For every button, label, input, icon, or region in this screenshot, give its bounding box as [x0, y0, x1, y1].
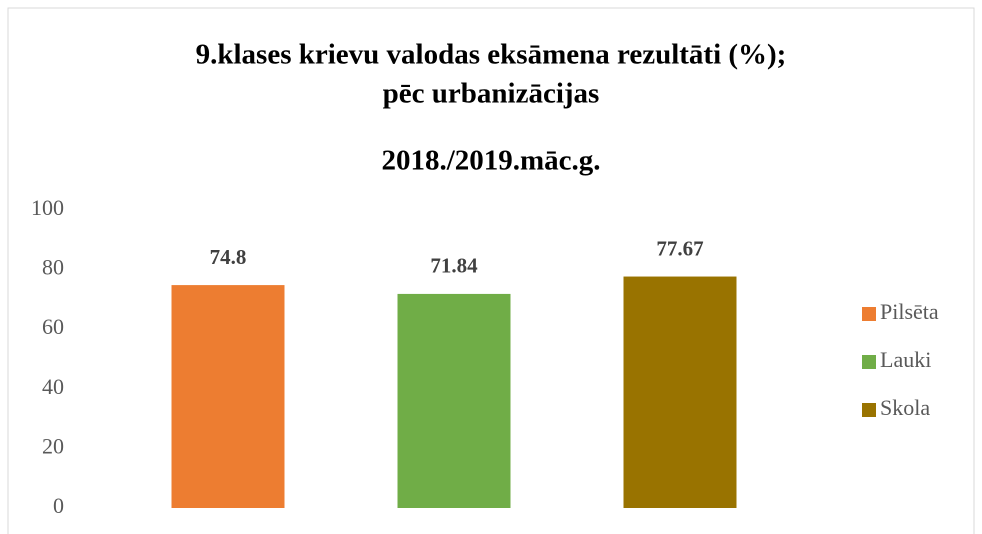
bar — [171, 285, 285, 508]
legend-label: Pilsēta — [880, 299, 939, 324]
chart-frame — [7, 7, 975, 534]
value-label: 74.8 — [210, 245, 247, 269]
legend-label: Lauki — [880, 347, 931, 372]
legend-swatch — [862, 355, 876, 369]
chart-title: pēc urbanizācijas — [383, 78, 600, 110]
legend-label: Skola — [880, 395, 930, 420]
value-label: 77.67 — [656, 236, 703, 260]
y-tick-label: 20 — [42, 433, 64, 458]
y-tick-label: 80 — [42, 255, 64, 280]
bar — [623, 276, 737, 508]
bar — [397, 293, 511, 508]
value-label: 71.84 — [430, 254, 478, 278]
legend-swatch — [862, 307, 876, 321]
chart-subtitle: 2018./2019.māc.g. — [381, 145, 600, 177]
y-tick-label: 40 — [42, 374, 64, 399]
y-tick-label: 0 — [53, 493, 64, 518]
y-tick-label: 100 — [31, 195, 64, 220]
legend-swatch — [862, 403, 876, 417]
chart-title: 9.klases krievu valodas eksāmena rezultā… — [196, 39, 787, 71]
y-tick-label: 60 — [42, 314, 64, 339]
